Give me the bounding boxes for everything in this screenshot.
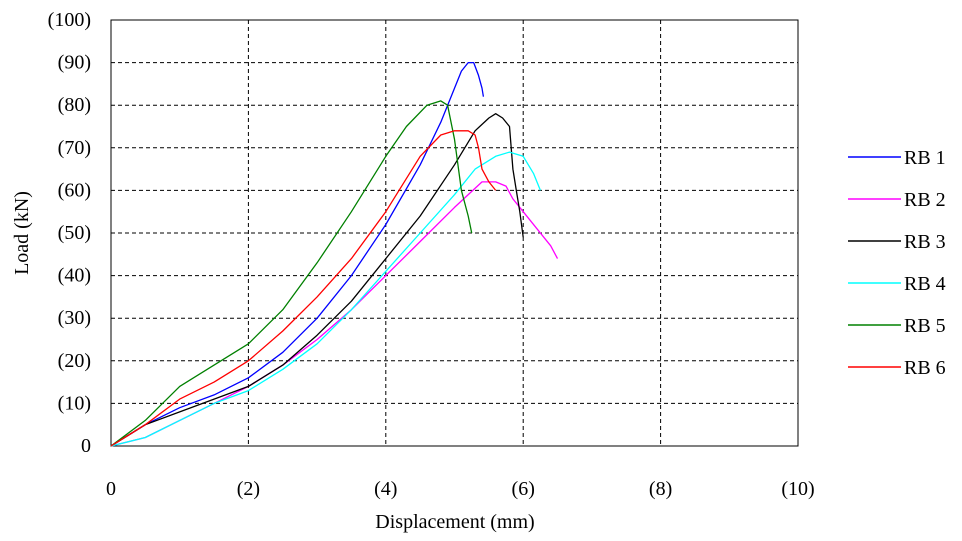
y-tick-label: (20) xyxy=(58,350,91,372)
y-tick-label: (90) xyxy=(58,52,91,74)
legend-item: RB 5 xyxy=(848,315,946,337)
y-axis-title: Load (kN) xyxy=(11,191,33,275)
y-tick-label: (50) xyxy=(58,222,91,244)
legend-label: RB 4 xyxy=(904,273,946,295)
x-tick-label: (4) xyxy=(374,478,397,500)
series-line-5 xyxy=(110,100,473,447)
grid-lines xyxy=(111,20,798,446)
legend: RB 1 RB 2 RB 3 RB 4 RB 5 RB 6 xyxy=(848,147,946,379)
x-tick-labels: 0 (2) (4) (6) (8) (10) xyxy=(106,478,815,500)
y-tick-labels: 0 (10) (20) (30) (40) (50) (60) (70) (80) (90) (10… xyxy=(48,9,91,457)
legend-item: RB 4 xyxy=(848,273,946,295)
legend-label: RB 6 xyxy=(904,357,946,379)
legend-label: RB 3 xyxy=(904,231,946,253)
x-axis-title: Displacement (mm) xyxy=(375,511,534,533)
legend-label: RB 2 xyxy=(904,189,946,211)
legend-item: RB 2 xyxy=(848,189,946,211)
y-tick-label: (80) xyxy=(58,94,91,116)
y-tick-label: (10) xyxy=(58,392,91,414)
series-line-6 xyxy=(110,130,497,447)
x-tick-label: (10) xyxy=(781,478,814,500)
legend-item: RB 6 xyxy=(848,357,946,379)
y-tick-label: (70) xyxy=(58,137,91,159)
x-tick-label: (2) xyxy=(237,478,260,500)
y-tick-label: (30) xyxy=(58,307,91,329)
series-line-1 xyxy=(110,61,485,447)
series-line-3 xyxy=(110,113,524,447)
y-tick-label: (40) xyxy=(58,265,91,287)
legend-item: RB 1 xyxy=(848,147,946,169)
x-tick-label: (6) xyxy=(512,478,535,500)
legend-label: RB 1 xyxy=(904,147,946,169)
x-tick-label: (8) xyxy=(649,478,672,500)
y-tick-label: 0 xyxy=(81,435,91,457)
series-lines xyxy=(110,61,559,447)
legend-item: RB 3 xyxy=(848,231,946,253)
y-tick-label: (100) xyxy=(48,9,91,31)
legend-label: RB 5 xyxy=(904,315,946,337)
series-line-4 xyxy=(110,151,542,447)
x-tick-label: 0 xyxy=(106,478,116,500)
y-tick-label: (60) xyxy=(58,179,91,201)
